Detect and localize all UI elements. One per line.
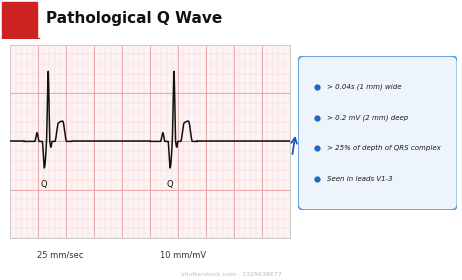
Text: shutterstock.com · 2325639677: shutterstock.com · 2325639677 xyxy=(181,272,281,277)
Text: > 25% of depth of QRS complex: > 25% of depth of QRS complex xyxy=(327,145,440,151)
FancyBboxPatch shape xyxy=(2,2,37,37)
Text: Seen in leads V1-3: Seen in leads V1-3 xyxy=(327,176,392,182)
Text: > 0.2 mV (2 mm) deep: > 0.2 mV (2 mm) deep xyxy=(327,114,408,121)
Text: 25 mm/sec: 25 mm/sec xyxy=(37,250,84,259)
Text: 10 mm/mV: 10 mm/mV xyxy=(160,250,207,259)
Text: ECG: ECG xyxy=(8,8,31,18)
Text: Pathological Q Wave: Pathological Q Wave xyxy=(46,11,222,26)
Text: Q: Q xyxy=(167,180,173,189)
Text: Study Guide: Study Guide xyxy=(7,27,31,31)
Text: > 0.04s (1 mm) wide: > 0.04s (1 mm) wide xyxy=(327,83,401,90)
FancyBboxPatch shape xyxy=(298,56,457,210)
Text: Q: Q xyxy=(41,180,48,189)
